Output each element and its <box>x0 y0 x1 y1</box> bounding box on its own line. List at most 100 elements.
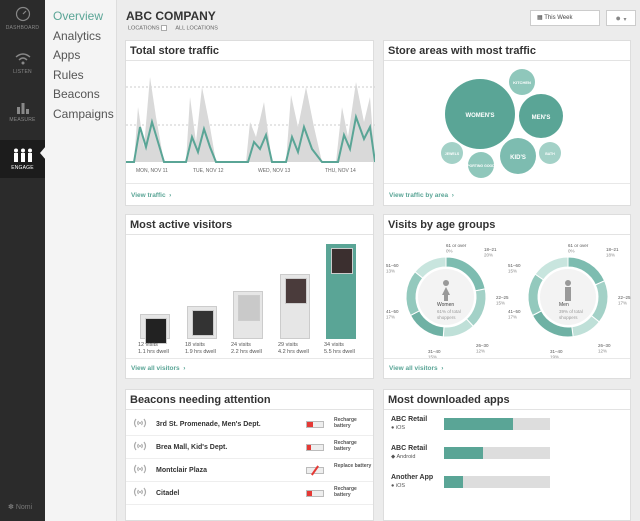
age-segment-percent: 13% <box>386 269 395 274</box>
app-name: Another App <box>391 474 434 481</box>
rail-item-measure[interactable]: MEASURE <box>0 100 45 130</box>
donut-segment[interactable] <box>534 256 569 281</box>
locations-value[interactable]: ALL LOCATIONS <box>175 25 218 32</box>
beacon-row[interactable]: Montclair Plaza Replace battery <box>126 460 373 482</box>
age-segment-range: 51–60 <box>508 263 521 268</box>
battery-icon <box>306 490 324 497</box>
rail-item-listen[interactable]: LISTEN <box>0 52 45 82</box>
visitor-dwell: 4.2 hrs dwell <box>278 348 309 355</box>
android-icon: ◆ <box>391 454 396 460</box>
visitor-bars <box>126 239 375 344</box>
donut-segment[interactable] <box>414 256 447 279</box>
app-os-label: Android <box>396 454 416 460</box>
bubble-kids[interactable] <box>500 138 536 174</box>
visitor-visits: 34 visits <box>324 342 344 348</box>
visitor-bar[interactable] <box>140 314 170 344</box>
bubble-label: MEN'S <box>532 115 551 121</box>
age-segment-range: 41–50 <box>386 309 399 314</box>
wifi-icon <box>15 53 30 65</box>
beacon-signal-icon <box>133 486 147 500</box>
battery-dead-mark <box>311 465 319 476</box>
bubble-sporting-goods[interactable] <box>468 152 494 178</box>
app-os: ● iOS <box>391 483 571 489</box>
beacon-signal-icon <box>133 440 147 454</box>
rail-label-engage: ENGAGE <box>11 165 34 171</box>
locations-label: LOCATIONS <box>128 25 160 32</box>
visitor-bar[interactable] <box>326 244 356 339</box>
app-row[interactable]: Another App ● iOS <box>391 474 571 502</box>
view-traffic-by-area-link[interactable]: View traffic by area › <box>389 192 454 199</box>
traffic-date-label: MON, NOV 11 <box>136 168 168 174</box>
app-row[interactable]: ABC Retail ◆ Android <box>391 445 571 473</box>
battery-level <box>307 491 312 496</box>
divider <box>126 60 373 61</box>
bubble-womens[interactable] <box>445 79 515 149</box>
card-store-areas: Store areas with most traffic WOMEN'S ME… <box>383 40 631 206</box>
visitor-dwell: 2.2 hrs dwell <box>231 348 262 355</box>
visitor-bar[interactable] <box>187 306 217 339</box>
visitor-stats: 34 visits 5.5 hrs dwell <box>324 342 364 355</box>
age-segment-percent: 18% <box>606 253 615 258</box>
visitor-photo <box>331 248 353 274</box>
age-segment-range: 61 or over <box>568 243 589 248</box>
view-all-visitors-link[interactable]: View all visitors › <box>131 365 186 372</box>
submenu: Overview Analytics Apps Rules Beacons Ca… <box>45 0 117 521</box>
beacon-name: Montclair Plaza <box>156 467 207 474</box>
card-age-groups: Visits by age groups Women 61% of total sh… <box>383 214 631 379</box>
bubble-mens[interactable] <box>519 94 563 138</box>
age-segment-percent: 19% <box>550 355 559 360</box>
divider <box>126 234 373 235</box>
visitor-bar[interactable] <box>233 291 263 339</box>
locations-dropdown[interactable] <box>161 25 168 31</box>
chevron-down-icon: ▾ <box>623 17 627 23</box>
visitor-dwell: 1.1 hrs dwell <box>138 348 169 355</box>
brand-logo: ✽ Nomi <box>8 504 33 511</box>
view-all-visitors-label: View all visitors <box>131 365 180 372</box>
bubble-jewels[interactable] <box>441 142 463 164</box>
divider <box>126 358 373 359</box>
bubble-label: JEWELS <box>445 152 460 156</box>
age-segment-percent: 12% <box>598 349 607 354</box>
age-segment-range: 51–60 <box>386 263 399 268</box>
submenu-apps[interactable]: Apps <box>53 48 81 62</box>
beacon-row[interactable]: 3rd St. Promenade, Men's Dept. Recharge b… <box>126 414 373 436</box>
donut-gender-label: Men <box>559 302 569 308</box>
beacon-note: Recharge battery <box>334 440 357 452</box>
beacon-row[interactable]: Brea Mall, Kid's Dept. Recharge battery <box>126 437 373 459</box>
rail-item-engage[interactable]: ENGAGE <box>0 140 45 178</box>
bubble-bath[interactable] <box>539 142 561 164</box>
beacon-signal-icon <box>133 463 147 477</box>
view-traffic-link[interactable]: View traffic › <box>131 192 172 199</box>
rail-item-dashboard[interactable]: DASHBOARD <box>0 6 45 36</box>
app-os-label: iOS <box>395 425 406 431</box>
age-segment-percent: 12% <box>476 349 485 354</box>
areas-title: Store areas with most traffic <box>388 45 536 57</box>
battery-icon <box>306 465 324 476</box>
bar-chart-icon <box>16 103 29 114</box>
user-menu[interactable]: ● ▾ <box>606 10 636 26</box>
page-title: ABC COMPANY <box>126 9 216 23</box>
submenu-overview[interactable]: Overview <box>53 9 104 23</box>
age-segment-percent: 15% <box>428 355 437 360</box>
submenu-campaigns[interactable]: Campaigns <box>53 106 114 121</box>
visitor-bar[interactable] <box>280 274 310 339</box>
age-segment-range: 26–30 <box>476 343 489 348</box>
donut-note: 39% of total <box>559 309 583 314</box>
bubble-label: KITCHEN <box>513 80 531 85</box>
beacon-note: Recharge battery <box>334 486 357 498</box>
visitor-visits: 12 visits <box>138 342 158 348</box>
people-icon <box>13 148 32 162</box>
bubble-kitchen[interactable] <box>509 69 535 95</box>
submenu-rules[interactable]: Rules <box>53 67 84 82</box>
submenu-analytics[interactable]: Analytics <box>53 28 102 43</box>
submenu-beacons[interactable]: Beacons <box>53 87 100 101</box>
app-row[interactable]: ABC Retail ● iOS <box>391 416 571 444</box>
traffic-line <box>126 113 375 163</box>
view-all-visitors-age-link[interactable]: View all visitors › <box>389 365 444 372</box>
beacon-signal-icon <box>133 417 147 431</box>
divider <box>384 409 630 410</box>
beacon-row[interactable]: Citadel Recharge battery <box>126 483 373 505</box>
age-segment-percent: 0% <box>568 249 575 254</box>
date-range-picker[interactable]: ▦ This Week <box>530 10 600 26</box>
donut-note: shoppers <box>559 315 578 320</box>
